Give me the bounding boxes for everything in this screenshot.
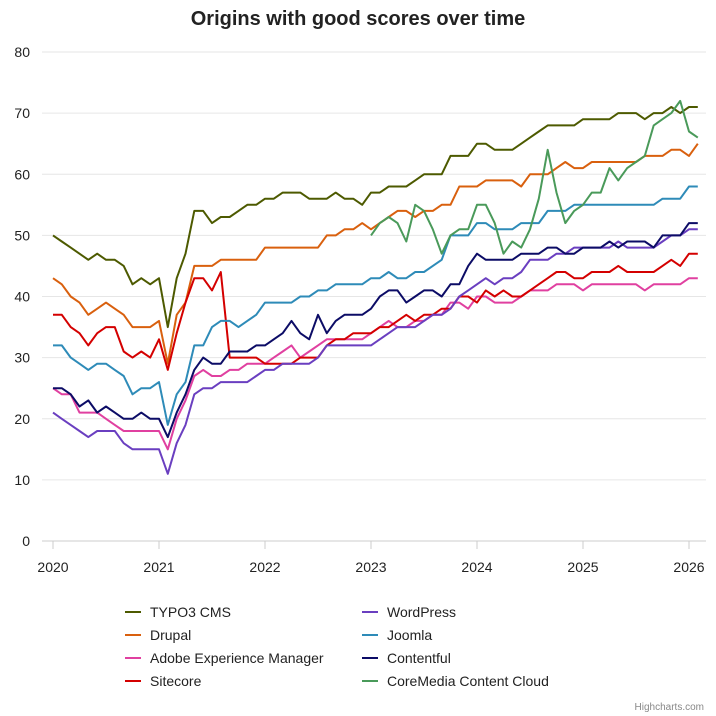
legend-item[interactable]: Contentful [362,650,451,666]
legend-item[interactable]: TYPO3 CMS [125,604,231,620]
series-line-sitecore [53,252,698,371]
y-tick-label: 70 [14,105,30,121]
legend-label: TYPO3 CMS [150,604,231,620]
legend: TYPO3 CMS WordPress Drupal Joomla Adobe Expe… [125,604,549,689]
grid [42,51,706,542]
x-axis: 2020 2021 2022 2023 2024 2025 2026 [37,541,705,575]
series-lines [52,99,699,475]
x-tick-label: 2025 [567,559,598,575]
y-tick-label: 10 [14,472,30,488]
y-tick-label: 60 [14,166,30,182]
y-tick-label: 0 [22,533,30,549]
x-tick-label: 2020 [37,559,68,575]
series-line-drupal [52,143,699,365]
legend-item[interactable]: Joomla [362,627,432,643]
legend-label: CoreMedia Content Cloud [387,673,549,689]
y-axis: 0 10 20 30 40 50 60 70 80 [14,44,30,549]
credits-link[interactable]: Highcharts.com [635,702,704,713]
legend-label: WordPress [387,604,456,620]
series-line-contentful [53,222,698,439]
legend-item[interactable]: WordPress [362,604,456,620]
x-tick-label: 2024 [461,559,492,575]
legend-item[interactable]: Adobe Experience Manager [125,650,324,666]
legend-label: Sitecore [150,673,202,689]
x-tick-label: 2023 [355,559,386,575]
y-tick-label: 50 [14,227,30,243]
y-tick-label: 40 [14,289,30,305]
legend-label: Joomla [387,627,432,643]
chart-title: Origins with good scores over time [191,8,526,30]
legend-item[interactable]: CoreMedia Content Cloud [362,673,549,689]
x-tick-label: 2022 [249,559,280,575]
x-tick-label: 2026 [673,559,704,575]
y-tick-label: 20 [14,411,30,427]
y-tick-label: 80 [14,44,30,60]
legend-item[interactable]: Drupal [125,627,191,643]
legend-label: Adobe Experience Manager [150,650,324,666]
series-line-joomla [53,185,698,426]
series-line-coremedia-content-cloud [370,99,699,255]
legend-label: Drupal [150,627,191,643]
series-line-wordpress [52,228,698,475]
x-tick-label: 2021 [143,559,174,575]
legend-label: Contentful [387,650,451,666]
legend-item[interactable]: Sitecore [125,673,202,689]
y-tick-label: 30 [14,350,30,366]
series-line-typo3-cms [52,106,698,329]
